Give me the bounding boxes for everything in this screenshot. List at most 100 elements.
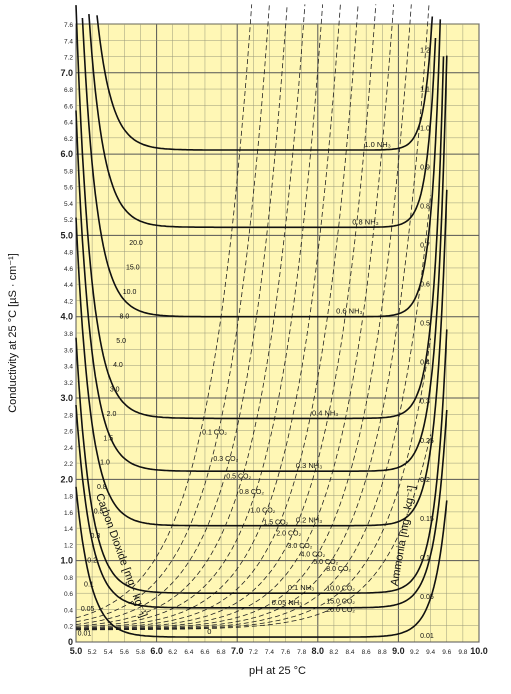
nh3-scale-label: 0.25 — [420, 438, 434, 445]
x-tick-label: 6.4 — [184, 649, 193, 656]
co2-scale-label: 0.2 — [87, 557, 97, 564]
y-tick-label: 2.6 — [64, 429, 73, 436]
nh3-curve-0 — [75, 486, 448, 638]
x-tick-label: 10.0 — [470, 646, 488, 656]
nh3-curve-label: 0.3 NH₃ — [296, 461, 322, 470]
nh3-scale-label: 0.05 — [420, 594, 434, 601]
co2-curve-label: 15.0 CO₂ — [326, 598, 355, 605]
y-tick-label: 5.8 — [64, 168, 73, 175]
y-tick-label: 7.4 — [64, 38, 73, 45]
co2-curve-4 — [75, 4, 323, 628]
x-tick-label: 9.0 — [392, 646, 405, 656]
y-tick-label: 5.2 — [64, 217, 73, 224]
co2-curve-1 — [75, 4, 270, 623]
co2-curve-label: 2.0 CO₂ — [276, 530, 301, 537]
x-tick-label: 8.8 — [378, 649, 387, 656]
y-tick-label: 5.4 — [64, 201, 73, 208]
co2-curve-9 — [76, 4, 412, 630]
x-tick-label: 6.2 — [168, 649, 177, 656]
nh3-scale-label: 0.4 — [420, 360, 430, 367]
co2-curve-6 — [76, 4, 359, 630]
co2-curve-label: 0.5 CO₂ — [226, 473, 251, 480]
nh3-curve-7 — [88, 14, 437, 229]
x-tick-label: 7.8 — [297, 649, 306, 656]
x-tick-label: 5.8 — [136, 649, 145, 656]
y-tick-label: 6.4 — [64, 120, 73, 127]
co2-scale-label: 0.5 — [94, 509, 104, 516]
nh3-curve-label: 0.8 NH₃ — [352, 217, 378, 226]
nh3-curves — [75, 5, 448, 638]
y-axis-label: Conductivity at 25 °C [µS · cm⁻¹] — [7, 253, 19, 413]
x-tick-label: 7.4 — [265, 649, 274, 656]
x-tick-label: 9.4 — [426, 649, 435, 656]
co2-curve-13 — [76, 434, 431, 631]
co2-curve-label: 5.0 CO₂ — [313, 559, 338, 566]
x-tick-label: 8.4 — [346, 649, 355, 656]
y-tick-label: 3.6 — [64, 347, 73, 354]
nh3-scale-label: 0.15 — [420, 516, 434, 523]
co2-curve-2 — [75, 4, 288, 625]
nh3-curve-1 — [75, 404, 448, 609]
y-tick-label: 4.6 — [64, 266, 73, 273]
nh3-curve-5 — [75, 5, 445, 420]
nh3-scale-label: 0.01 — [420, 633, 434, 640]
y-tick-label: 0.8 — [64, 575, 73, 582]
co2-curve-label: 4.0 CO₂ — [300, 552, 325, 559]
y-tick-label: 0.2 — [64, 624, 73, 631]
co2-curve-label: 1.0 CO₂ — [250, 507, 275, 514]
co2-curve-label: 0.8 CO₂ — [239, 489, 264, 496]
co2-scale-label: 1.5 — [103, 435, 113, 442]
co2-scale-label: 1.0 — [100, 460, 110, 467]
x-tick-label: 8.0 — [312, 646, 325, 656]
co2-scale-label: 3.0 — [110, 387, 120, 394]
y-tick-label: 5.0 — [60, 230, 73, 240]
nh3-scale-label: 0.1 — [420, 555, 430, 562]
nh3-curve-3 — [75, 189, 448, 527]
y-tick-label: 2.4 — [64, 445, 73, 452]
nh3-curve-2 — [75, 329, 448, 594]
co2-scale-label: 0.05 — [81, 606, 95, 613]
y-tick-label: 0.4 — [64, 607, 73, 614]
x-tick-label: 9.2 — [410, 649, 419, 656]
x-tick-label: 5.4 — [104, 649, 113, 656]
x-tick-label: 5.2 — [88, 649, 97, 656]
x-tick-label: 7.0 — [231, 646, 244, 656]
x-tick-label: 9.6 — [442, 649, 451, 656]
x-tick-label: 5.0 — [70, 646, 83, 656]
y-tick-label: 3.2 — [64, 380, 73, 387]
tick-labels: 5.0 5.2 5.4 5.6 5.8 6.0 6.2 6.4 6.6 6.8 7.0 7.2 7.4 7… — [60, 22, 487, 656]
y-tick-label: 6.6 — [64, 103, 73, 110]
y-tick-label: 4.8 — [64, 250, 73, 257]
y-tick-label: 1.4 — [64, 526, 73, 533]
nh3-curve-8 — [96, 15, 434, 151]
y-tick-label: 0 — [68, 637, 73, 647]
nh3-curve-6 — [81, 17, 442, 318]
y-tick-label: 1.2 — [64, 542, 73, 549]
nh3-scale-label: 0.5 — [420, 321, 430, 328]
nh3-scale-label: 0.2 — [420, 477, 430, 484]
co2-scale-label: 10.0 — [123, 289, 137, 296]
co2-curve-label: 3.0 CO₂ — [288, 543, 313, 550]
co2-curve-label: 0.3 CO₂ — [213, 456, 238, 463]
x-tick-label: 6.0 — [150, 646, 163, 656]
co2-curve-label: 20.0 CO₂ — [326, 607, 355, 614]
x-tick-label: 7.6 — [281, 649, 290, 656]
y-tick-label: 4.2 — [64, 298, 73, 305]
y-tick-label: 3.4 — [64, 364, 73, 371]
co2-scale-label: 15.0 — [126, 265, 140, 272]
co2-scale-label: 8.0 — [120, 313, 130, 320]
y-tick-label: 5.6 — [64, 185, 73, 192]
y-tick-label: 6.8 — [64, 87, 73, 94]
nh3-curve-label: 0.2 NH₃ — [296, 516, 322, 525]
y-tick-label: 1.0 — [60, 556, 73, 566]
y-tick-label: 7.2 — [64, 55, 73, 62]
x-tick-label: 8.2 — [329, 649, 338, 656]
y-tick-label: 7.6 — [64, 22, 73, 29]
nh3-curve-label: 0.1 NH₃ — [288, 583, 314, 592]
nh3-scale-label: 0.8 — [420, 204, 430, 211]
co2-scale-label: 0.01 — [78, 630, 92, 637]
nh3-scale-label: 0.6 — [420, 282, 430, 289]
x-tick-label: 6.6 — [200, 649, 209, 656]
x-tick-label: 7.2 — [249, 649, 258, 656]
